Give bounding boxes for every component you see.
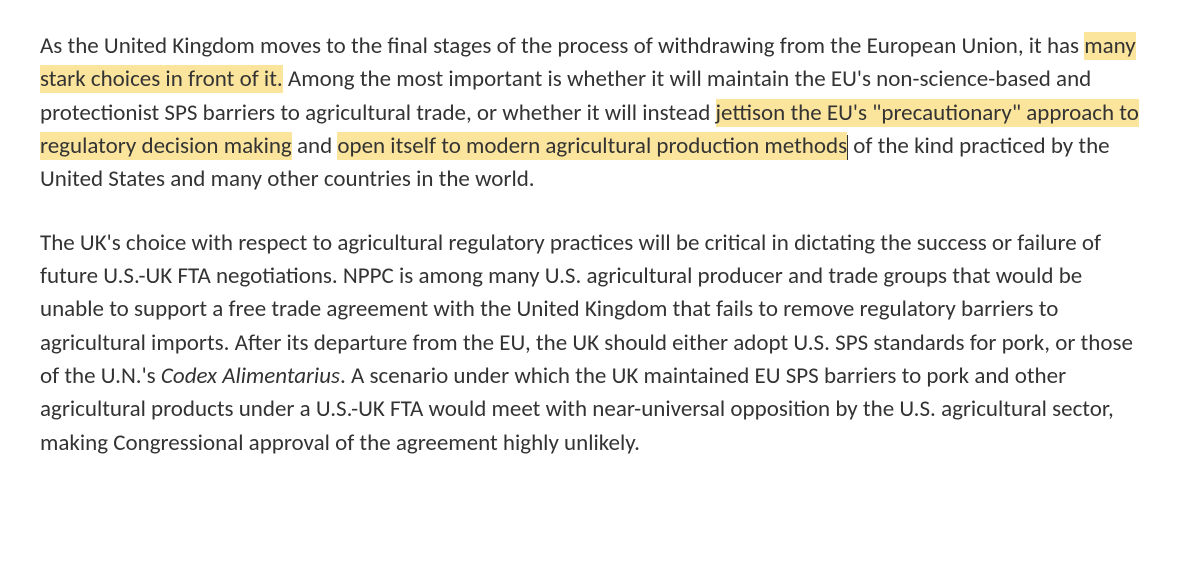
text-run: As the United Kingdom moves to the final…: [40, 32, 1084, 60]
document-body: As the United Kingdom moves to the final…: [40, 30, 1146, 460]
highlighted-text: open itself to modern agricultural produ…: [337, 132, 847, 160]
text-run: and: [292, 132, 338, 160]
paragraph: The UK's choice with respect to agricult…: [40, 227, 1146, 460]
paragraph: As the United Kingdom moves to the final…: [40, 30, 1146, 197]
text-run: Codex Alimentarius: [161, 362, 340, 390]
